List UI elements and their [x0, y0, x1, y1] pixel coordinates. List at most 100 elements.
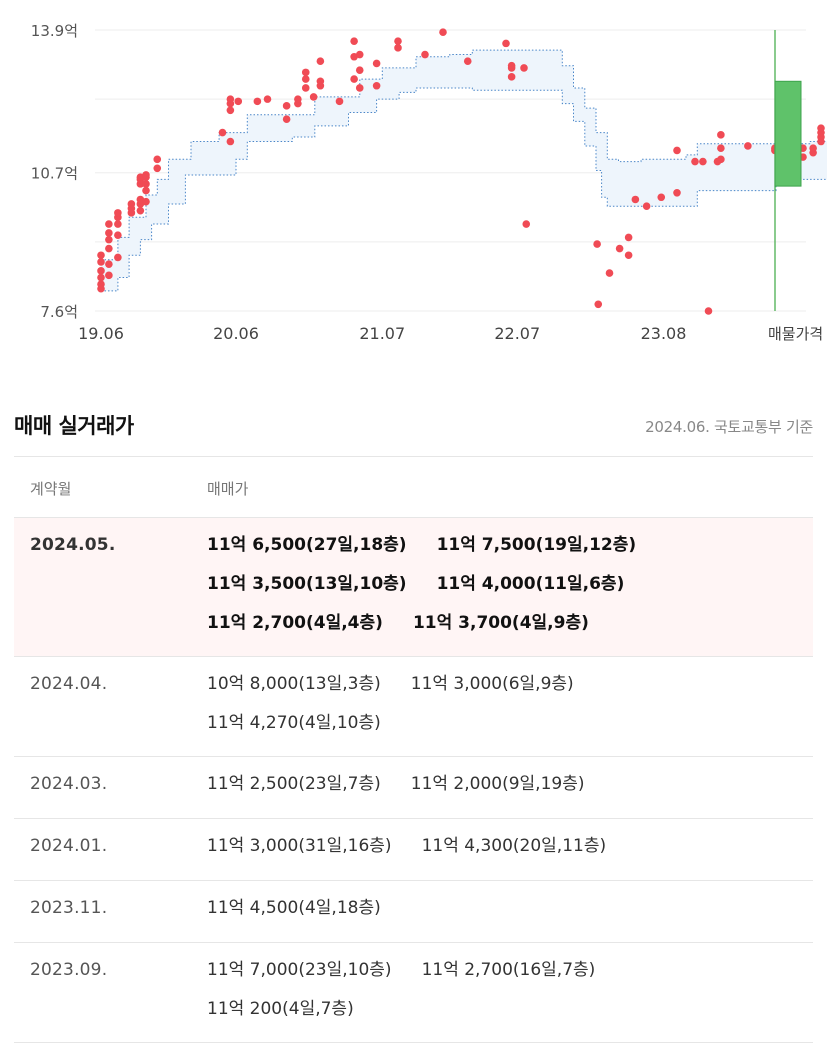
transaction-point: [673, 146, 681, 155]
transaction-price: 11억 3,000(6일,9층): [410, 674, 574, 694]
transaction-price: 11억 7,500(19일,12층): [436, 535, 637, 555]
transaction-point: [691, 157, 699, 166]
transaction-point: [114, 209, 122, 217]
transaction-point: [717, 131, 725, 139]
price-line: 11억 4,270(4일,10층): [207, 710, 797, 749]
price-list: 11억 7,000(23일,10층) 11억 2,700(16일,7층) 11억 2…: [207, 957, 797, 1035]
transaction-point: [114, 220, 122, 228]
section-title: 매매 실거래가: [14, 414, 134, 438]
transaction-point: [657, 193, 666, 202]
transaction-point: [142, 197, 150, 206]
transaction-point: [372, 59, 381, 68]
transaction-point: [316, 57, 325, 66]
transaction-point: [105, 235, 113, 244]
table-header: 계약월 매매가: [14, 457, 813, 518]
transaction-point: [97, 251, 105, 260]
transaction-point: [624, 233, 633, 242]
price-list: 11억 3,000(31일,16층) 11억 4,300(20일,11층): [207, 833, 797, 872]
contract-month: 2024.03.: [30, 774, 108, 794]
price-list: 11억 6,500(27일,18층) 11억 7,500(19일,12층) 11억 …: [207, 532, 797, 649]
contract-month: 2024.05.: [30, 535, 116, 555]
transaction-point: [142, 186, 150, 195]
transaction-point: [294, 95, 302, 103]
transaction-price: 11억 2,500(23일,7층): [207, 774, 381, 794]
band-upper-line: [101, 49, 827, 261]
price-list: 10억 8,000(13일,3층) 11억 3,000(6일,9층) 11억 4,2…: [207, 671, 797, 749]
x-tick-label: 23.08: [641, 324, 687, 343]
transaction-point: [105, 260, 113, 268]
transaction-point: [594, 300, 603, 309]
table-row: 2024.05. 11억 6,500(27일,18층) 11억 7,500(19일,…: [14, 518, 813, 657]
transaction-point: [218, 128, 227, 137]
transaction-point: [282, 102, 291, 110]
transaction-point: [253, 97, 262, 106]
y-tick-label: 13.9억: [31, 22, 78, 40]
transaction-point: [97, 284, 105, 293]
transaction-point: [234, 97, 243, 106]
transaction-point: [502, 39, 510, 48]
transaction-point: [699, 157, 707, 166]
transaction-point: [522, 220, 531, 228]
transaction-price: 11억 4,000(11일,6층): [436, 574, 625, 594]
table-row: 2024.01. 11억 3,000(31일,16층) 11억 4,300(20일,…: [14, 819, 813, 881]
contract-month: 2023.11.: [30, 898, 108, 918]
transaction-price: 11억 7,000(23일,10층): [207, 960, 392, 980]
transaction-point: [114, 253, 122, 262]
price-line: 10억 8,000(13일,3층) 11억 3,000(6일,9층): [207, 671, 797, 710]
data-source-label: 2024.06. 국토교통부 기준: [645, 418, 813, 436]
table-row: 2023.11. 11억 4,500(4일,18층): [14, 881, 813, 943]
transaction-point: [226, 137, 235, 146]
transaction-point: [114, 231, 122, 239]
transaction-point: [355, 84, 364, 92]
transaction-point: [97, 267, 105, 275]
listing-price-axis-label: 매물가격: [768, 325, 823, 343]
price-line: 11억 3,500(13일,10층) 11억 4,000(11일,6층): [207, 571, 797, 610]
transaction-point: [717, 144, 725, 152]
transaction-point: [372, 81, 381, 90]
price-line: 11억 4,500(4일,18층): [207, 895, 797, 934]
transaction-point: [421, 50, 429, 59]
transaction-point: [624, 251, 633, 260]
price-line: 11억 2,700(4일,4층) 11억 3,700(4일,9층): [207, 610, 797, 649]
transaction-point: [605, 269, 614, 277]
transaction-price: 10억 8,000(13일,3층): [207, 674, 381, 694]
transaction-point: [394, 37, 402, 45]
x-tick-label: 21.07: [359, 324, 405, 343]
header-sale-price: 매매가: [207, 480, 249, 498]
transaction-price: 11억 3,500(13일,10층): [207, 574, 407, 594]
contract-month: 2024.01.: [30, 836, 108, 856]
transaction-point: [105, 220, 113, 228]
transaction-point: [350, 37, 358, 45]
transaction-point: [301, 84, 310, 92]
y-tick-label: 10.7억: [31, 165, 78, 183]
x-tick-label: 22.07: [494, 324, 540, 343]
transaction-point: [704, 307, 713, 315]
transaction-point: [226, 95, 235, 103]
price-line: 11억 6,500(27일,18층) 11억 7,500(19일,12층): [207, 532, 797, 571]
transaction-table: 계약월 매매가 2024.05. 11억 6,500(27일,18층) 11억 7,…: [14, 456, 813, 1043]
transaction-point: [136, 206, 145, 215]
transaction-point: [355, 50, 364, 59]
x-tick-label: 19.06: [78, 324, 124, 343]
transaction-point: [809, 144, 817, 152]
transaction-point: [226, 106, 235, 115]
transaction-point: [105, 229, 113, 237]
transaction-point: [153, 164, 162, 173]
transaction-point: [817, 124, 825, 132]
price-line: 11억 3,000(31일,16층) 11억 4,300(20일,11층): [207, 833, 797, 872]
transaction-point: [631, 195, 640, 204]
transaction-price: 11억 4,270(4일,10층): [207, 713, 381, 733]
contract-month: 2023.09.: [30, 960, 108, 980]
transaction-point: [615, 244, 624, 253]
price-line: 11억 200(4일,7층): [207, 996, 797, 1035]
transaction-point: [673, 189, 681, 197]
transaction-price: 11억 3,700(4일,9층): [412, 613, 589, 633]
transaction-point: [717, 155, 725, 164]
transaction-point: [316, 77, 325, 86]
transaction-point: [439, 28, 447, 37]
transaction-price: 11억 4,300(20일,11층): [421, 836, 607, 856]
transaction-point: [105, 271, 113, 280]
transaction-price: 11억 2,700(4일,4층): [207, 613, 383, 633]
transaction-point: [97, 273, 105, 282]
transaction-point: [301, 68, 310, 77]
